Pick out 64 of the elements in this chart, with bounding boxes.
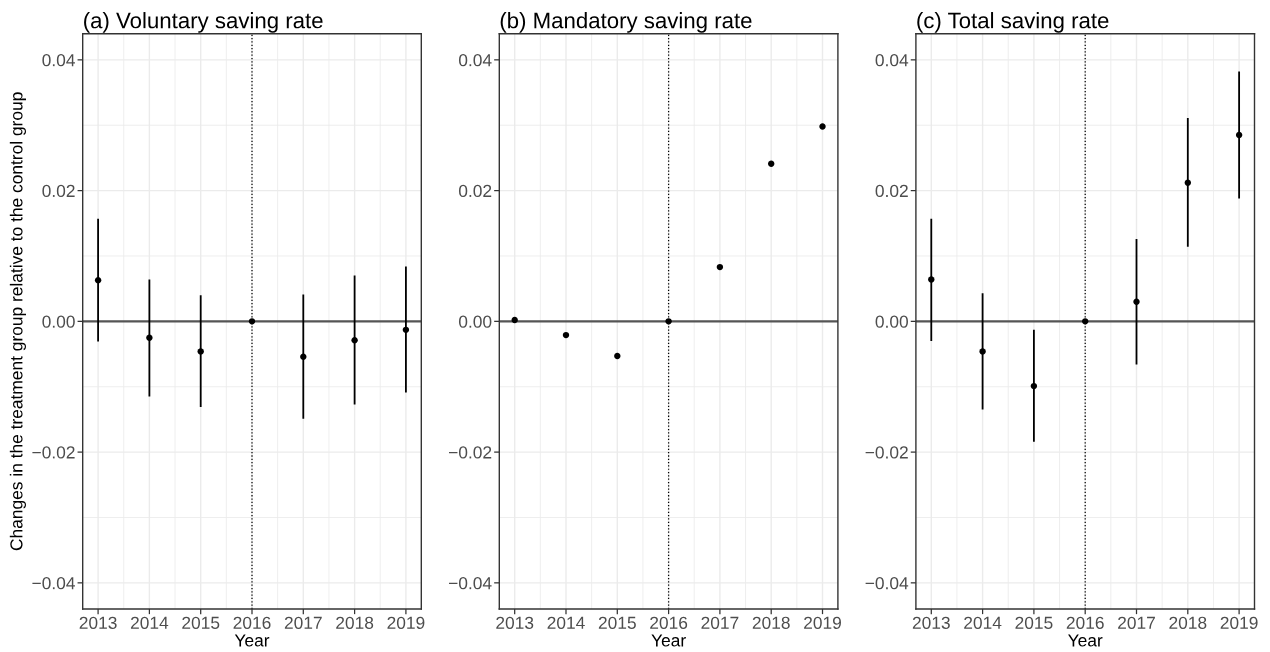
y-tick-label: −0.04 xyxy=(865,577,909,590)
point xyxy=(928,276,935,283)
y-tick-label: −0.04 xyxy=(449,577,492,590)
point xyxy=(511,316,518,324)
point xyxy=(300,353,307,360)
x-tick-label: 2013 xyxy=(912,616,950,629)
y-tick-label: −0.02 xyxy=(865,446,908,459)
point xyxy=(248,318,256,325)
x-tick-label: 2013 xyxy=(79,616,117,629)
x-tick-label: 2014 xyxy=(547,616,585,629)
x-tick-label: 2017 xyxy=(701,616,739,629)
y-tick-label: −0.02 xyxy=(32,446,75,459)
x-tick-label: 2014 xyxy=(964,616,1002,629)
x-tick-label: 2019 xyxy=(1220,616,1258,629)
point xyxy=(351,337,358,344)
point xyxy=(562,331,570,339)
x-tick-label: 2019 xyxy=(804,616,841,629)
y-tick-label: 0.00 xyxy=(875,315,908,328)
x-tick-label: 2018 xyxy=(752,616,790,629)
point xyxy=(614,352,621,360)
x-tick-label: 2017 xyxy=(1118,616,1155,629)
x-tick-label: 2018 xyxy=(1169,616,1207,629)
point xyxy=(1235,131,1243,139)
x-tick-label: 2013 xyxy=(496,616,534,629)
point xyxy=(94,276,102,284)
y-tick-label: −0.02 xyxy=(449,446,492,459)
point xyxy=(1133,298,1140,305)
y-tick-label: 0.00 xyxy=(42,315,75,328)
x-tick-label: 2018 xyxy=(336,616,374,629)
y-tick-label: 0.02 xyxy=(42,184,75,198)
point xyxy=(197,348,204,355)
y-tick-label: 0.02 xyxy=(875,184,908,198)
x-tick-label: 2017 xyxy=(284,616,322,629)
point xyxy=(402,326,410,334)
chart-title: (b) Mandatory saving rate xyxy=(500,12,752,33)
point xyxy=(1082,318,1089,325)
x-tick-label: 2015 xyxy=(1015,616,1053,629)
y-tick-label: 0.04 xyxy=(458,54,492,67)
x-axis-title: Year xyxy=(1068,634,1103,647)
point xyxy=(665,318,672,325)
chart-title: (a) Voluntary saving rate xyxy=(84,12,323,33)
y-tick-label: 0.04 xyxy=(42,54,75,67)
x-axis-title: Year xyxy=(651,634,686,647)
point xyxy=(1030,382,1038,390)
y-axis-title: Changes in the treatment group relative to the control group xyxy=(9,92,26,551)
x-axis-title: Year xyxy=(234,634,270,647)
chart-title: (c) Total saving rate xyxy=(917,12,1109,33)
x-tick-label: 2016 xyxy=(233,616,271,629)
point xyxy=(146,334,153,341)
y-tick-label: −0.04 xyxy=(32,577,75,590)
x-tick-label: 2016 xyxy=(650,616,688,629)
x-tick-label: 2016 xyxy=(1066,616,1104,629)
x-tick-label: 2014 xyxy=(130,616,169,629)
point xyxy=(716,263,724,271)
x-tick-label: 2019 xyxy=(387,616,425,629)
point xyxy=(1184,179,1191,186)
y-tick-label: 0.04 xyxy=(875,54,909,67)
x-tick-label: 2015 xyxy=(182,616,220,629)
x-tick-label: 2015 xyxy=(598,616,636,629)
point xyxy=(819,123,826,130)
point xyxy=(979,348,986,355)
y-tick-label: 0.00 xyxy=(458,315,492,328)
point xyxy=(768,160,775,167)
y-tick-label: 0.02 xyxy=(458,184,492,198)
